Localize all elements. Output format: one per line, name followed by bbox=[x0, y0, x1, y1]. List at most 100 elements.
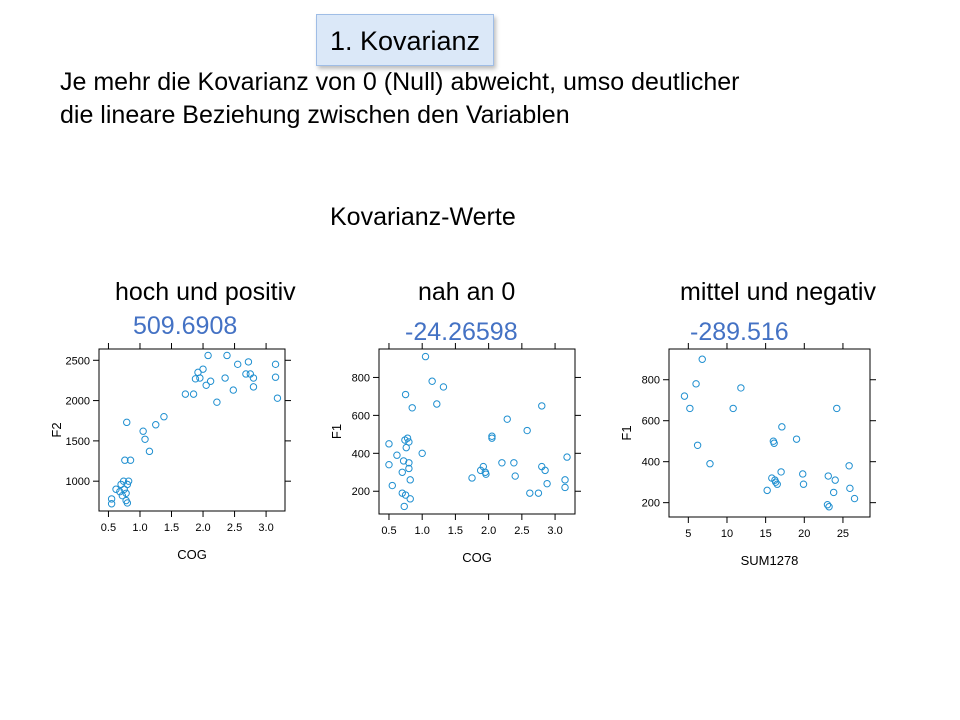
data-point bbox=[199, 365, 207, 373]
data-point bbox=[833, 404, 841, 413]
data-point bbox=[534, 489, 543, 497]
x-tick-label: 25 bbox=[837, 528, 849, 540]
data-point bbox=[771, 478, 780, 486]
section-title: Kovarianz-Werte bbox=[330, 203, 516, 231]
data-point bbox=[845, 462, 853, 470]
data-point bbox=[234, 360, 242, 369]
y-axis-label: F1 bbox=[329, 424, 344, 439]
x-tick-label: 20 bbox=[798, 528, 810, 540]
data-point bbox=[488, 434, 496, 442]
plot-frame bbox=[378, 348, 576, 515]
data-point bbox=[729, 404, 737, 413]
data-point bbox=[139, 427, 147, 435]
data-point bbox=[831, 476, 839, 484]
x-axis-label: SUM1278 bbox=[741, 553, 799, 568]
data-point bbox=[271, 360, 280, 369]
column-heading-medium-negative: mittel und negativ bbox=[680, 278, 876, 306]
data-point bbox=[777, 468, 785, 476]
data-point bbox=[385, 460, 393, 469]
data-point bbox=[686, 404, 694, 413]
data-point bbox=[107, 495, 116, 503]
x-tick-label: 1.5 bbox=[448, 525, 463, 537]
data-point bbox=[124, 477, 133, 485]
intro-line-2: die lineare Beziehung zwischen den Varia… bbox=[60, 101, 570, 129]
column-heading-high-positive: hoch und positiv bbox=[115, 278, 296, 306]
data-point bbox=[824, 472, 832, 480]
x-tick-label: 2.0 bbox=[195, 522, 210, 534]
x-tick-label: 10 bbox=[721, 528, 733, 540]
data-point bbox=[196, 374, 204, 382]
data-point bbox=[181, 390, 190, 398]
covariance-value-high-positive: 509.6908 bbox=[133, 312, 238, 340]
data-point bbox=[778, 423, 786, 431]
data-point bbox=[123, 499, 132, 507]
data-point bbox=[242, 370, 250, 378]
y-tick-label: 400 bbox=[352, 448, 370, 460]
data-point bbox=[406, 476, 414, 484]
data-point bbox=[799, 480, 808, 488]
data-point bbox=[706, 460, 714, 468]
data-point bbox=[160, 413, 168, 421]
data-point bbox=[476, 466, 485, 475]
y-tick-label: 800 bbox=[642, 375, 660, 387]
x-tick-label: 15 bbox=[760, 528, 772, 540]
data-point bbox=[498, 459, 506, 467]
data-point bbox=[563, 453, 571, 461]
data-point bbox=[543, 479, 551, 488]
y-tick-label: 600 bbox=[642, 416, 660, 428]
y-tick-label: 600 bbox=[352, 410, 370, 422]
data-point bbox=[561, 476, 569, 484]
data-point bbox=[202, 381, 210, 389]
x-tick-label: 0.5 bbox=[381, 525, 396, 537]
data-point bbox=[698, 355, 706, 363]
data-point bbox=[388, 481, 396, 490]
data-point bbox=[680, 392, 689, 400]
data-point bbox=[244, 358, 253, 366]
x-axis-label: COG bbox=[177, 547, 207, 562]
y-tick-label: 400 bbox=[642, 457, 660, 469]
x-axis-label: COG bbox=[462, 550, 492, 565]
data-point bbox=[770, 439, 778, 447]
data-point bbox=[249, 383, 258, 391]
data-point bbox=[123, 418, 131, 427]
data-point bbox=[561, 483, 569, 492]
data-point bbox=[850, 494, 859, 503]
y-tick-label: 2500 bbox=[66, 355, 90, 367]
data-point bbox=[439, 383, 448, 391]
data-point bbox=[792, 435, 801, 443]
data-point bbox=[229, 386, 237, 394]
data-point bbox=[408, 404, 416, 412]
data-point bbox=[421, 352, 430, 361]
intro-text: Je mehr die Kovarianz von 0 (Null) abwei… bbox=[60, 66, 920, 132]
data-point bbox=[693, 441, 702, 449]
y-tick-label: 200 bbox=[642, 498, 660, 510]
data-point bbox=[538, 402, 546, 410]
data-point bbox=[526, 489, 534, 497]
data-point bbox=[482, 470, 490, 478]
y-tick-label: 200 bbox=[352, 486, 370, 498]
data-point bbox=[401, 491, 410, 499]
y-axis-label: F1 bbox=[619, 425, 634, 440]
x-tick-label: 2.0 bbox=[481, 525, 496, 537]
scatter-plot-cog-f1: 0.5 1.0 1.5 2.0 2.5 3.0 200 400 600 800 COG F1 bbox=[329, 343, 581, 565]
x-tick-label: 3.0 bbox=[547, 525, 562, 537]
data-point bbox=[249, 374, 258, 382]
data-point bbox=[405, 464, 413, 473]
data-point bbox=[511, 472, 519, 480]
scatter-plot-cog-f2: 0.5 1.0 1.5 2.0 2.5 3.0 1000 1500 2000 2500 COG F2 bbox=[49, 343, 291, 562]
covariance-value-near-zero: -24.26598 bbox=[405, 318, 518, 346]
data-point bbox=[191, 375, 200, 383]
data-point bbox=[823, 501, 832, 509]
data-point bbox=[213, 398, 221, 406]
data-point bbox=[399, 457, 408, 465]
x-tick-label: 1.5 bbox=[164, 522, 179, 534]
x-tick-label: 1.0 bbox=[132, 522, 147, 534]
data-point bbox=[737, 384, 745, 392]
x-tick-label: 1.0 bbox=[415, 525, 430, 537]
data-point bbox=[433, 400, 441, 408]
data-point bbox=[145, 447, 154, 456]
data-point bbox=[223, 351, 231, 360]
x-tick-label: 3.0 bbox=[258, 522, 273, 534]
y-tick-label: 800 bbox=[352, 372, 370, 384]
data-point bbox=[829, 488, 838, 497]
